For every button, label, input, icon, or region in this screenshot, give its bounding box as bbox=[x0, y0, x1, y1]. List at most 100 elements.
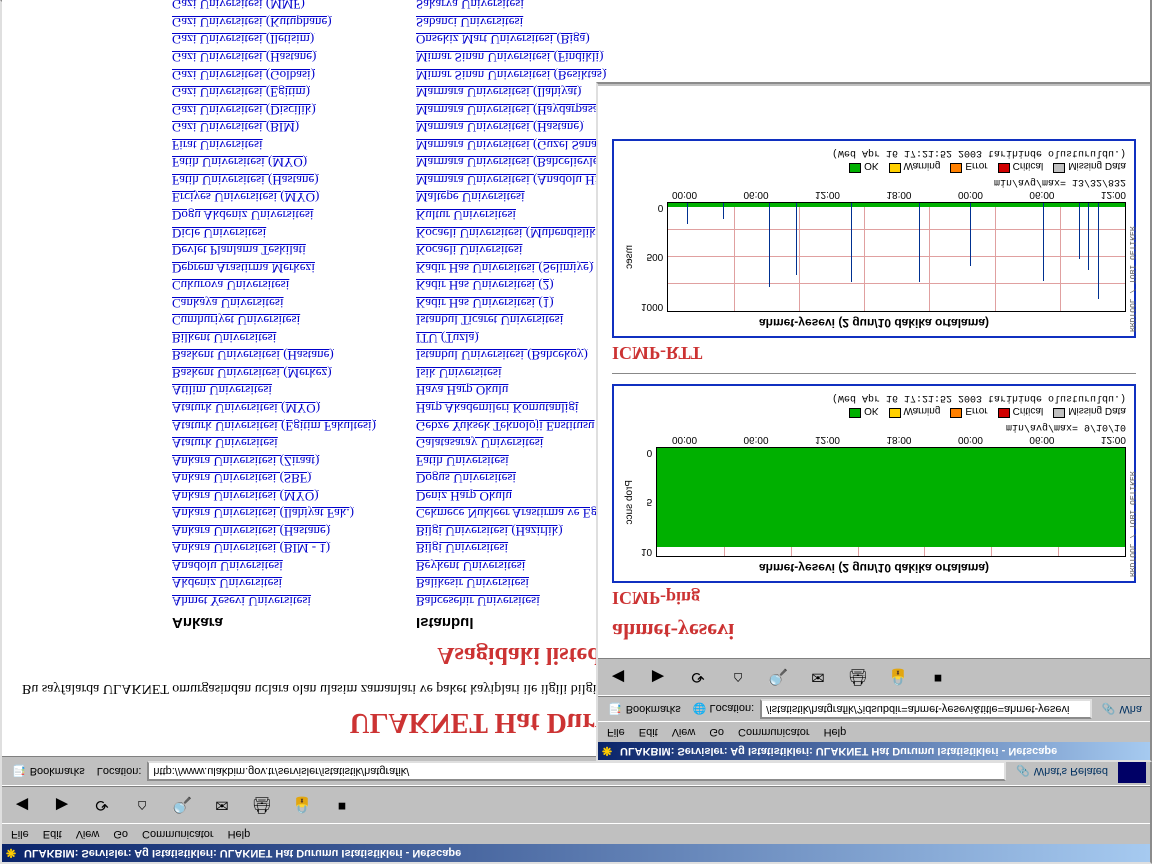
menu-help[interactable]: Help bbox=[817, 724, 854, 740]
toolbar-btn-0[interactable]: ◀ bbox=[6, 791, 38, 819]
whats-related-button[interactable]: 🔗 What's Related bbox=[1012, 765, 1112, 778]
toolbar-btn-8[interactable]: ⏹ bbox=[326, 791, 358, 819]
menu-help[interactable]: Help bbox=[221, 826, 258, 842]
university-link[interactable]: Baskent Universitesi (Merkez) bbox=[172, 364, 376, 382]
university-link[interactable]: Ataturk Universitesi (MYO) bbox=[172, 399, 376, 417]
university-link[interactable]: Gazi Universitesi (Discilik) bbox=[172, 101, 376, 119]
university-link[interactable]: Firat Universitesi bbox=[172, 136, 376, 154]
university-link[interactable]: Cankaya Universitesi bbox=[172, 294, 376, 312]
university-link[interactable]: Akdeniz Universitesi bbox=[172, 575, 376, 593]
tick-label: 5 bbox=[641, 497, 652, 508]
toolbar-btn-4[interactable]: 🔍 bbox=[762, 663, 794, 691]
y-axis-label: Prob succ bbox=[622, 447, 637, 557]
university-link[interactable]: Ankara Universitesi (Ziraat) bbox=[172, 452, 376, 470]
toolbar-btn-6[interactable]: 🖨 bbox=[246, 791, 278, 819]
menu-go[interactable]: Go bbox=[106, 826, 135, 842]
legend-item: Error bbox=[950, 405, 987, 418]
toolbar-btn-5[interactable]: ✉ bbox=[802, 663, 834, 691]
legend-item: OK bbox=[849, 405, 878, 418]
university-link[interactable]: Ahmet Yesevi Universitesi bbox=[172, 592, 376, 610]
url-input[interactable] bbox=[760, 699, 1092, 719]
university-link[interactable]: Ankara Universitesi (Hastane) bbox=[172, 522, 376, 540]
university-link[interactable]: Dogu Akdeniz Universitesi bbox=[172, 206, 376, 224]
university-link[interactable]: Cumhuriyet Universitesi bbox=[172, 312, 376, 330]
chart-ping: RRDTOOL / TOBI OETIKER ahmet-yesevi (2 g… bbox=[612, 384, 1136, 583]
menu-view[interactable]: View bbox=[69, 826, 107, 842]
university-link[interactable]: Devlet Planlama Teskilati bbox=[172, 242, 376, 260]
university-link[interactable]: Ankara Universitesi (Ilahiyat Fak.) bbox=[172, 505, 376, 523]
university-link[interactable]: Gazi Universitesi (MMF) bbox=[172, 0, 376, 13]
section-icmp-rtt: ICMP-RTT bbox=[612, 342, 1136, 363]
toolbar-btn-1[interactable]: ▶ bbox=[642, 663, 674, 691]
university-link[interactable]: Onsekiz Mart Universitesi (Biga) bbox=[416, 31, 636, 49]
toolbar-btn-2[interactable]: ⟳ bbox=[86, 791, 118, 819]
menu-communicator[interactable]: Communicator bbox=[731, 724, 817, 740]
university-link[interactable]: Gazi Universitesi (Hastane) bbox=[172, 49, 376, 67]
whats-related-button[interactable]: 🔗 Wha bbox=[1098, 703, 1146, 716]
toolbar-btn-2[interactable]: ⟳ bbox=[682, 663, 714, 691]
menu-file[interactable]: File bbox=[4, 826, 36, 842]
toolbar-btn-0[interactable]: ◀ bbox=[602, 663, 634, 691]
tick-label: 18:00 bbox=[886, 434, 911, 445]
university-link[interactable]: Mimar Sinan Universitesi (Findikli) bbox=[416, 49, 636, 67]
university-link[interactable]: Mimar Sinan Universitesi (Besiktas) bbox=[416, 66, 636, 84]
university-link[interactable]: Fatih Universitesi (MYO) bbox=[172, 154, 376, 172]
university-link[interactable]: Sabanci Universitesi bbox=[416, 13, 636, 31]
tick-label: 00:00 bbox=[672, 189, 697, 200]
university-link[interactable]: Anadolu Universitesi bbox=[172, 557, 376, 575]
university-link[interactable]: Dicle Universitesi bbox=[172, 224, 376, 242]
menu-edit[interactable]: Edit bbox=[36, 826, 69, 842]
menu-file[interactable]: File bbox=[600, 724, 632, 740]
chart-title: ahmet-yesevi (2 gun/10 dakika ortalama) bbox=[622, 316, 1126, 330]
tick-label: 0 bbox=[641, 202, 663, 213]
university-link[interactable]: Fatih Universitesi (Hastane) bbox=[172, 171, 376, 189]
menu-go[interactable]: Go bbox=[702, 724, 731, 740]
university-link[interactable]: Ataturk Universitesi bbox=[172, 435, 376, 453]
menu-view[interactable]: View bbox=[665, 724, 703, 740]
university-link[interactable]: Ataturk Universitesi (Egitim Fakultesi) bbox=[172, 417, 376, 435]
toolbar-btn-3[interactable]: ⌂ bbox=[722, 663, 754, 691]
toolbar-btn-5[interactable]: ✉ bbox=[206, 791, 238, 819]
url-input[interactable] bbox=[147, 761, 1006, 781]
menu-communicator[interactable]: Communicator bbox=[135, 826, 221, 842]
chart-timestamp: (Wed Apr 16 17:21:52 2003 tarihinde olus… bbox=[622, 392, 1126, 403]
university-link[interactable]: Gazi Universitesi (Golbasi) bbox=[172, 66, 376, 84]
university-link[interactable]: Ankara Universitesi (BIM - 1) bbox=[172, 540, 376, 558]
university-link[interactable]: Gazi Universitesi (Iletisim) bbox=[172, 31, 376, 49]
university-link[interactable]: Gazi Universitesi (Kutuphane) bbox=[172, 13, 376, 31]
university-link[interactable]: Sakarya Universitesi bbox=[416, 0, 636, 13]
tick-label: 1000 bbox=[641, 301, 663, 312]
bookmarks-button[interactable]: 📑 Bookmarks bbox=[6, 763, 91, 780]
university-link[interactable]: Erciyes Universitesi (MYO) bbox=[172, 189, 376, 207]
menu-bar: FileEditViewGoCommunicatorHelp bbox=[2, 824, 1150, 844]
toolbar-btn-8[interactable]: ⏹ bbox=[922, 663, 954, 691]
university-link[interactable]: Gazi Universitesi (Egitim) bbox=[172, 84, 376, 102]
window-title: ULAKBIM: Servisler: Ag Istatistikleri: U… bbox=[24, 847, 461, 859]
university-link[interactable]: Baskent Universitesi (Hastane) bbox=[172, 347, 376, 365]
netscape-logo bbox=[1118, 759, 1146, 783]
location-label-text: Location: bbox=[710, 703, 755, 715]
university-link[interactable]: Atilim Universitesi bbox=[172, 382, 376, 400]
bookmarks-button[interactable]: 📑 Bookmarks bbox=[602, 701, 687, 718]
tick-label: 12:00 bbox=[1101, 189, 1126, 200]
university-link[interactable]: Cukurova Universitesi bbox=[172, 277, 376, 295]
nav-toolbar: ◀ ▶ ⟳ ⌂ 🔍 ✉ 🖨 🔒 ⏹ bbox=[598, 658, 1150, 696]
tick-label: 06:00 bbox=[743, 434, 768, 445]
toolbar-btn-7[interactable]: 🔒 bbox=[286, 791, 318, 819]
university-link[interactable]: Ankara Universitesi (SBF) bbox=[172, 470, 376, 488]
menu-edit[interactable]: Edit bbox=[632, 724, 665, 740]
app-icon bbox=[602, 744, 616, 758]
university-link[interactable]: Gazi Universitesi (BIM) bbox=[172, 119, 376, 137]
toolbar-btn-1[interactable]: ▶ bbox=[46, 791, 78, 819]
toolbar-btn-3[interactable]: ⌂ bbox=[126, 791, 158, 819]
toolbar-btn-4[interactable]: 🔍 bbox=[166, 791, 198, 819]
y-axis-label: msec bbox=[622, 202, 637, 312]
university-link[interactable]: Ankara Universitesi (MYO) bbox=[172, 487, 376, 505]
location-bar: 📑 Bookmarks 🌐 Location: 🔗 Wha bbox=[598, 696, 1150, 722]
toolbar-btn-6[interactable]: 🖨 bbox=[842, 663, 874, 691]
tick-label: 06:00 bbox=[1029, 189, 1054, 200]
toolbar-btn-7[interactable]: 🔒 bbox=[882, 663, 914, 691]
university-link[interactable]: Bilkent Universitesi bbox=[172, 329, 376, 347]
legend-item: Error bbox=[950, 160, 987, 173]
university-link[interactable]: Deprem Arastirma Merkezi bbox=[172, 259, 376, 277]
